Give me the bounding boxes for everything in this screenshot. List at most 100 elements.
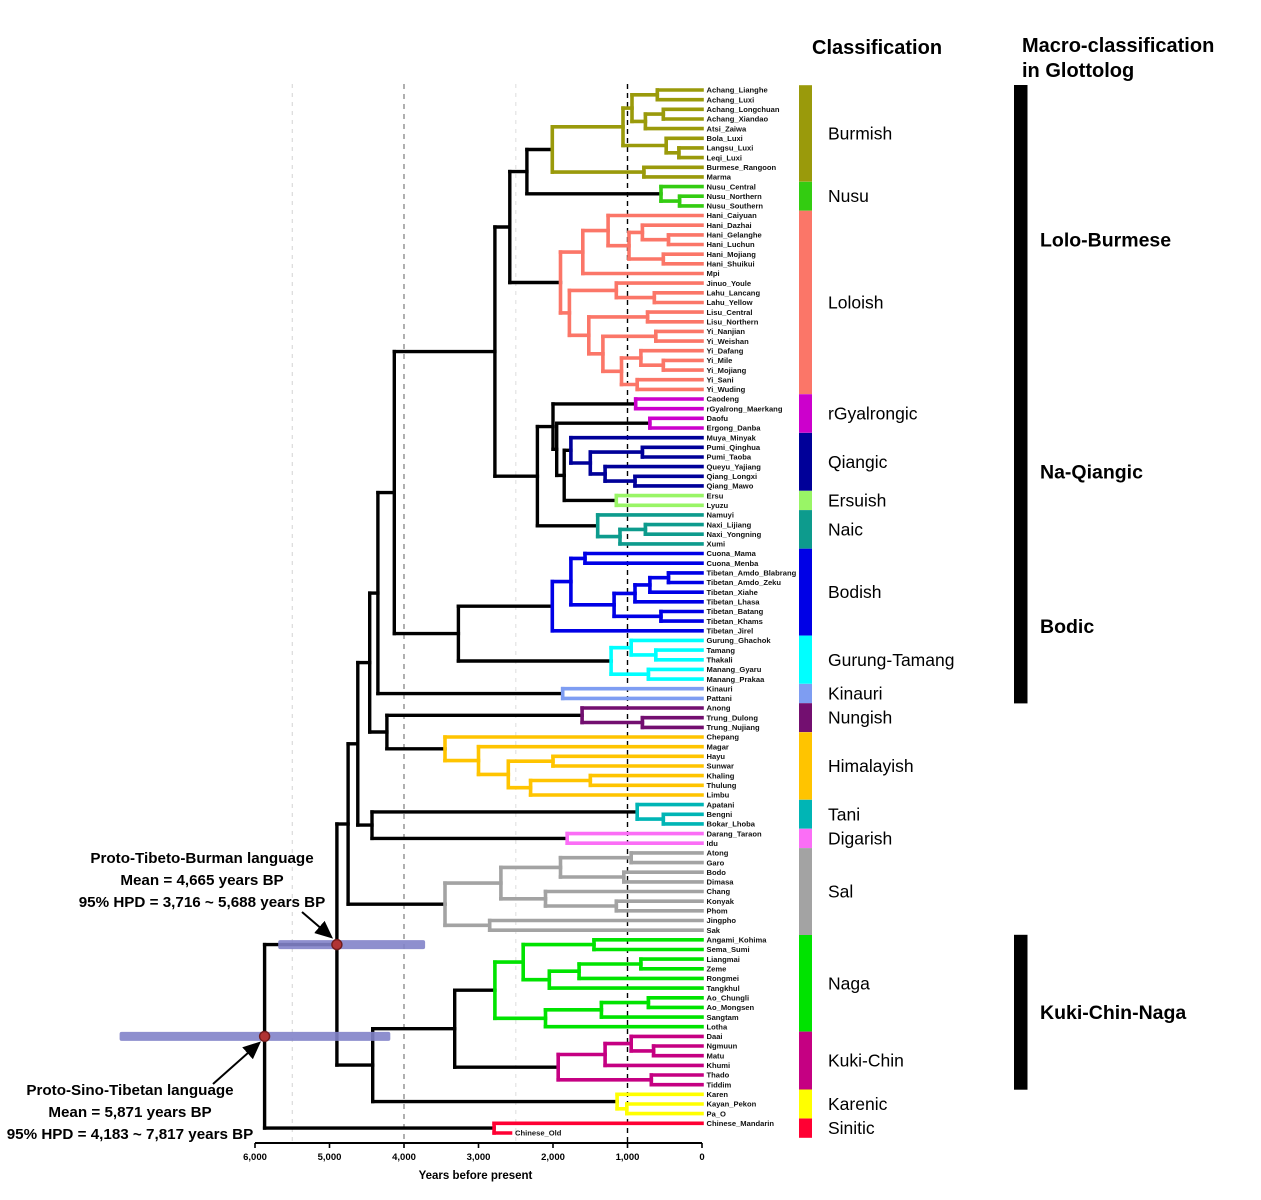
ptb-annotation-line1: Proto-Tibeto-Burman language [90, 850, 313, 867]
tip-label: Yi_Dafang [707, 346, 744, 355]
tip-label: Chinese_Old [515, 1129, 562, 1138]
tip-label: Hani_Luchun [707, 240, 755, 249]
tip-label: Hani_Caiyuan [707, 211, 758, 220]
tip-label: Sangtam [707, 1013, 739, 1022]
macro-label: Na-Qiangic [1040, 462, 1143, 484]
classification-label-burmish: Burmish [828, 124, 892, 144]
classification-bar-burmish [799, 85, 812, 182]
tip-label: Lahu_Lancang [707, 289, 761, 298]
axis-title: Years before present [419, 1170, 533, 1182]
classification-label-tani: Tani [828, 804, 860, 824]
node-dots [258, 938, 343, 1043]
tip-label: Cuona_Menba [707, 559, 760, 568]
tip-label: Pumi_Qinghua [707, 443, 761, 452]
time-axis: 6,000 5,000 4,000 3,000 2,000 1,000 0 Years bef… [243, 1142, 705, 1182]
gridlines [291, 84, 629, 1143]
axis-tick-label: 0 [699, 1152, 704, 1163]
tree-branches [262, 88, 704, 1135]
tip-label: Langsu_Luxi [707, 144, 754, 153]
macro-classification-column-header: Macro-classification in Glottolog [1022, 34, 1214, 84]
tip-label: Manang_Prakaa [707, 675, 766, 684]
tip-label: Tibetan_Amdo_Blabrang [707, 569, 797, 578]
tip-label: Liangmai [707, 955, 740, 964]
tip-label: Chinese_Mandarin [707, 1119, 775, 1128]
tip-label: Nusu_Central [707, 182, 756, 191]
ptb-annotation-line3: 95% HPD = 3,716 ~ 5,688 years BP [79, 894, 326, 911]
tip-label: Hani_Gelanghe [707, 231, 762, 240]
tip-label: Thado [707, 1071, 730, 1080]
pst-annotation-line2: Mean = 5,871 years BP [48, 1104, 211, 1121]
macro-bar [1014, 85, 1028, 395]
tip-label: Daai [707, 1032, 723, 1041]
tip-label: Naxi_Yongning [707, 530, 762, 539]
axis-tick-label: 1,000 [616, 1152, 640, 1163]
tip-label: Ao_Mongsen [707, 1003, 755, 1012]
tip-label: Tibetan_Batang [707, 607, 764, 616]
classification-bar-ersuish [799, 490, 812, 511]
tip-label: Anong [707, 704, 731, 713]
tip-label: Tibetan_Khams [707, 617, 763, 626]
tip-label: Pa_O [707, 1109, 727, 1118]
macro-header-line1: Macro-classification [1022, 35, 1215, 57]
tip-label: Qiang_Longxi [707, 472, 758, 481]
classification-bar-rgyalrongic [799, 394, 812, 433]
tip-label: Pumi_Taoba [707, 453, 752, 462]
tip-label: Bengni [707, 810, 733, 819]
tip-label: Phom [707, 907, 728, 916]
tip-label: Caodeng [707, 395, 740, 404]
tip-label: Hani_Shuikui [707, 260, 755, 269]
tip-label: Rongmei [707, 974, 740, 983]
tip-label: Limbu [707, 791, 730, 800]
tip-label: Chang [707, 887, 731, 896]
classification-label-sal: Sal [828, 882, 853, 902]
classification-label-qiangic: Qiangic [828, 452, 888, 472]
tip-label: Yi_Wuding [707, 385, 746, 394]
tip-label: Yi_Weishan [707, 337, 750, 346]
pst-annotation-line1: Proto-Sino-Tibetan language [26, 1082, 233, 1099]
tip-label: Sema_Sumi [707, 945, 750, 954]
tip-label: Mpi [707, 269, 720, 278]
tip-label: Ergong_Danba [707, 424, 762, 433]
tip-label: Tiddim [707, 1080, 732, 1089]
classification-bar-digarish [799, 828, 812, 849]
macro-label: Kuki-Chin-Naga [1040, 1002, 1186, 1024]
tip-label: Kayan_Pekon [707, 1100, 757, 1109]
classification-bar-himalayish [799, 732, 812, 800]
tip-label: Bola_Luxi [707, 134, 743, 143]
tip-label: Matu [707, 1051, 725, 1060]
classification-column: Burmish Nusu Loloish rGyalrongic Qiangic Ersu… [799, 85, 954, 1138]
tip-label: Tibetan_Lhasa [707, 598, 761, 607]
pst-annotation-line3: 95% HPD = 4,183 ~ 7,817 years BP [7, 1126, 254, 1143]
classification-label-naic: Naic [828, 519, 863, 539]
classification-bar-sal [799, 848, 812, 935]
tip-label: Cuona_Mama [707, 549, 757, 558]
axis-tick-label: 2,000 [541, 1152, 565, 1163]
classification-bar-loloish [799, 210, 812, 395]
tip-label: Qiang_Mawo [707, 482, 754, 491]
macro-bar [1014, 934, 1028, 1090]
tip-label: Tangkhul [707, 984, 740, 993]
tip-label: rGyalrong_Maerkang [707, 404, 783, 413]
tip-label: Achang_Luxi [707, 95, 755, 104]
tip-label: Trung_Nujiang [707, 723, 761, 732]
axis-tick-label: 6,000 [243, 1152, 267, 1163]
tip-label: Lisu_Northern [707, 318, 759, 327]
tip-label: Lahu_Yellow [707, 298, 753, 307]
ptb-annotation-line2: Mean = 4,665 years BP [120, 872, 283, 889]
axis-tick-label: 3,000 [467, 1152, 491, 1163]
tip-label: Xumi [707, 540, 726, 549]
tip-label: Hani_Dazhai [707, 221, 752, 230]
classification-label-karenic: Karenic [828, 1094, 888, 1114]
tip-label: Naxi_Lijiang [707, 520, 752, 529]
tip-label: Achang_Lianghe [707, 86, 768, 95]
tip-label: Bodo [707, 868, 727, 877]
tip-label: Achang_Xiandao [707, 115, 769, 124]
tip-label: Zeme [707, 965, 727, 974]
axis-tick-label: 4,000 [392, 1152, 416, 1163]
tip-label: Manang_Gyaru [707, 665, 762, 674]
macro-header-line2: in Glottolog [1022, 60, 1135, 82]
classification-bar-naic [799, 510, 812, 549]
classification-label-naga: Naga [828, 973, 870, 993]
